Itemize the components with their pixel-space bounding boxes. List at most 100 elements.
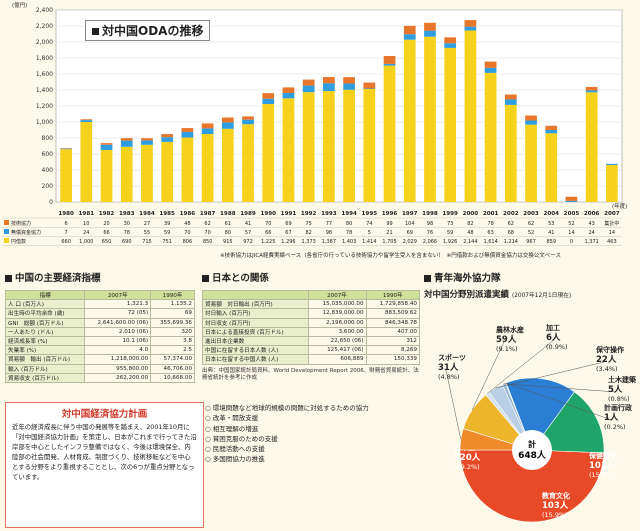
bar-segment <box>343 89 355 202</box>
data-table-value: 915 <box>223 239 233 245</box>
relation-value-2007: 12,839,000.00 <box>307 308 367 319</box>
pie-label-name: 教育文化 <box>541 491 570 500</box>
relation-row: 対日輸入 (百万円) 12,839,000.00 883,509.62 <box>202 308 421 319</box>
indicators-header: 1990年 <box>150 289 195 301</box>
data-table-value: 41 <box>548 230 554 236</box>
indicator-label: 貿易額 輸出 (百万ドル) <box>4 354 86 365</box>
data-table-value: 1,296 <box>281 239 295 245</box>
data-table-value: 10 <box>83 221 89 227</box>
bar-segment <box>464 30 477 203</box>
legend-swatch <box>4 220 9 225</box>
data-table-value: 967 <box>526 239 536 245</box>
bar-segment <box>181 128 194 132</box>
bar-segment <box>161 134 174 138</box>
bar-segment <box>545 130 558 134</box>
indicator-label: 経済成長率 (%) <box>4 335 86 347</box>
pie-label-people: 101人 <box>589 460 616 471</box>
data-table-value: 1,000 <box>79 239 93 245</box>
bar-segment <box>504 104 517 202</box>
indicator-value-1990: 1,135.2 <box>150 299 195 310</box>
bar-segment <box>262 93 275 99</box>
bar-segment <box>383 56 396 64</box>
bar-segment <box>363 88 376 202</box>
bar-segment <box>585 90 598 93</box>
pie-slice <box>505 377 575 451</box>
relations-table: 2007年 1990年 貿易額 対日輸出 (百万円) 15,035,000.00 1… <box>202 289 421 365</box>
x-tick-label: 2006 <box>584 211 600 217</box>
pie-label-pct: (15.6%) <box>589 471 615 479</box>
indicator-value-1990: 355,699.36 <box>150 317 195 328</box>
data-table-value: 74 <box>366 221 372 227</box>
data-table-value: 41 <box>245 221 251 227</box>
bar-segment <box>323 91 335 202</box>
volunteers-title-text: 青年海外協力隊 <box>434 273 501 284</box>
indicators-table: 指標 2007年 1990年 人 口 (百万人) 1,321.3 1,135.2 出生… <box>4 289 195 383</box>
x-tick-label: 1987 <box>200 211 216 217</box>
indicator-value-2007: 1,321.3 <box>84 299 152 310</box>
bar-segment <box>60 148 72 149</box>
data-table-value: 30 <box>124 221 130 227</box>
relation-label: 貿易額 対日輸出 (百万円) <box>202 299 309 310</box>
bar-segment <box>606 163 618 165</box>
priority-list: ○ 環境問題など地球的規模の問題に対処するための協力 ○ 改革・開放支援 ○ 相互理… <box>205 403 420 465</box>
data-table-value: 1,214 <box>504 239 518 245</box>
pie-label-people: 31人 <box>438 362 459 373</box>
indicators-title-text: 中国の主要経済指標 <box>15 273 101 284</box>
bar-segment <box>100 143 113 145</box>
pie-total-value: 648人 <box>518 449 547 461</box>
bar-segment <box>484 67 497 73</box>
indicator-value-1990: 46,706.00 <box>150 363 195 374</box>
bar-segment <box>464 20 477 27</box>
bar-segment <box>120 138 133 141</box>
relations-title: 日本との関係 <box>202 270 420 284</box>
indicator-value-1990: 57,374.00 <box>150 354 195 365</box>
y-tick-label: 200 <box>42 183 54 190</box>
relation-row: 日本による直接投資 (百万ドル) 3,600.00 407.00 <box>202 326 421 337</box>
data-table-value: 53 <box>548 221 554 227</box>
oda-chart: 0 200 400 600 800 1,000 1,200 1,400 1,600 1,800 2,… <box>2 3 627 259</box>
chart-title: 対中国ODAの推移 <box>85 20 211 41</box>
x-tick-label: 1993 <box>321 211 337 217</box>
plan-title: 対中国経済協力計画 <box>61 409 148 420</box>
legend-label: 円借款 <box>11 238 26 245</box>
indicator-label: 人 口 (百万人) <box>4 299 86 310</box>
bar-segment <box>484 61 497 68</box>
y-tick-label: 400 <box>42 167 54 174</box>
relation-row: 進出日本企業数 22,650 (06) 312 <box>202 335 421 347</box>
volunteers-pie: 日本語320人(49.2%)保健衛生101人(15.6%)教育文化103人(15… <box>438 323 637 523</box>
bar-segment <box>221 122 234 129</box>
data-table-value: 82 <box>305 230 311 236</box>
data-table-value: 2,066 <box>423 239 437 245</box>
data-table-value: 集計中 <box>604 220 619 227</box>
priority-item: ○ 改革・開放支援 <box>205 414 259 423</box>
data-table-value: 62 <box>508 221 514 227</box>
relation-value-2007: 125,417 (06) <box>307 345 367 356</box>
y-tick-label: 0 <box>49 199 53 206</box>
pie-label-people: 1人 <box>604 412 619 423</box>
indicator-value-2007: 262,200.00 <box>84 372 152 383</box>
legend-swatch <box>4 229 9 234</box>
data-table-value: 21 <box>386 230 392 236</box>
relations-source: 出典：中国国家統計局資料、World Development Report 20… <box>202 367 419 381</box>
bar-segment <box>464 26 477 31</box>
relation-row: 日本に在留する中国人数 (人) 606,889 150,339 <box>202 354 421 365</box>
data-table-value: 67 <box>285 230 291 236</box>
y-unit: (億円) <box>12 3 28 9</box>
volunteers-subtitle: 対中国分野別派遣実績 (2007年12月1日現在) <box>424 288 638 300</box>
pie-label-people: 22人 <box>596 354 617 365</box>
data-table-value: 76 <box>427 230 433 236</box>
relation-label: 中国に在留する日本人数 (人) <box>202 345 309 356</box>
data-table-value: 66 <box>103 230 109 236</box>
indicators-title: 中国の主要経済指標 <box>5 270 195 284</box>
x-tick-label: 1991 <box>281 211 297 217</box>
x-tick-label: 1984 <box>139 211 155 217</box>
y-tick-label: 2,000 <box>36 39 53 46</box>
data-table-value: 1,614 <box>483 239 497 245</box>
data-table-value: 7 <box>65 230 68 236</box>
data-table-value: 1,225 <box>261 239 275 245</box>
bar-segment <box>242 116 254 120</box>
relation-value-2007: 2,196,000.00 <box>307 317 367 328</box>
bar-segment <box>545 133 558 202</box>
indicators-panel: 中国の主要経済指標 指標 2007年 1990年 人 口 (百万人) 1,321.… <box>4 270 195 400</box>
plan-body: 近年の経済成長に伴う中国の発展等を踏まえ、2001年10月に「対中国経済協力計画… <box>12 423 197 481</box>
